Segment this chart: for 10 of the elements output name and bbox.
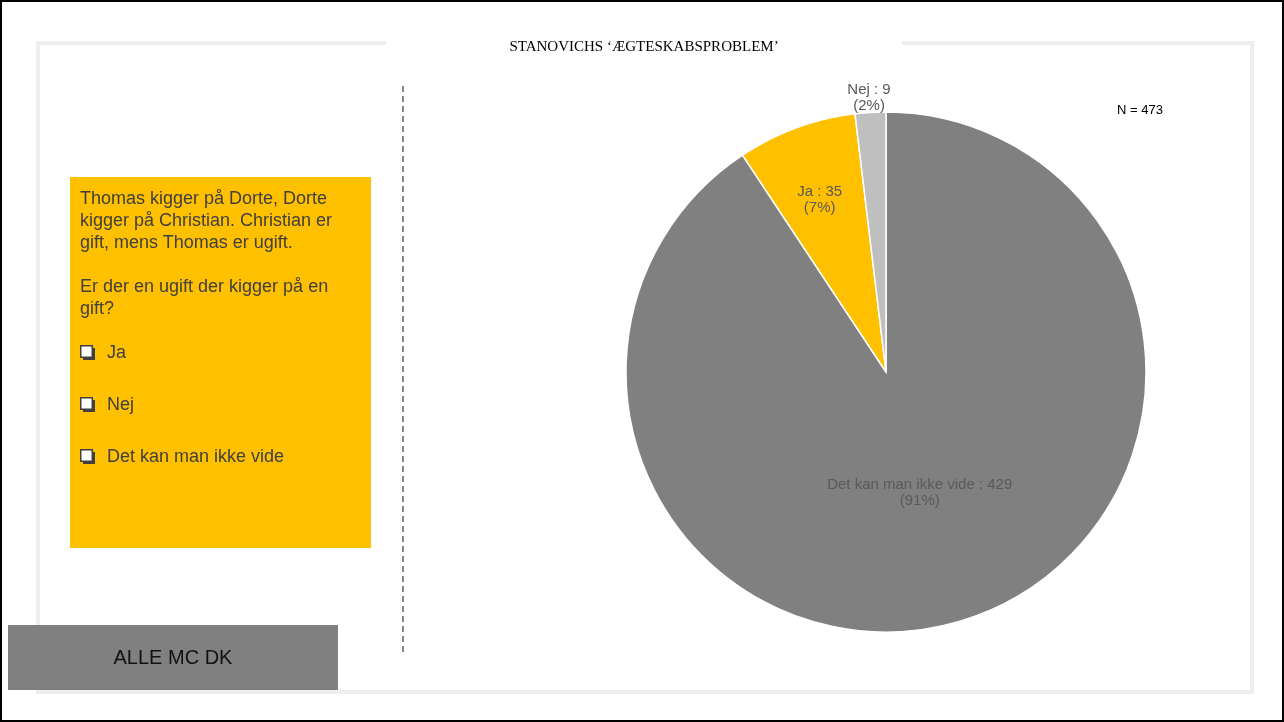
category-label: Det kan man ikke vide — [107, 445, 285, 467]
slice-label: Ja : 35 (7%) — [797, 182, 843, 216]
category-label: Nej — [107, 393, 135, 415]
category-label: Ja — [107, 341, 127, 363]
text: Thomas kigger på Dorte, Dorte kigger på Christian. Christian er gift, mens Thomas er ugift. — [80, 187, 334, 253]
text: Er der en ugift der kigger på en gift? — [80, 275, 330, 319]
text: ALLE MC DK — [8, 625, 338, 690]
chart-title: STANOVICHS ‘ÆGTESKABSPROBLEM’ — [386, 28, 902, 64]
text: N = 473 — [1117, 102, 1163, 117]
slice-label: Nej : 9 (2%) — [847, 79, 891, 113]
